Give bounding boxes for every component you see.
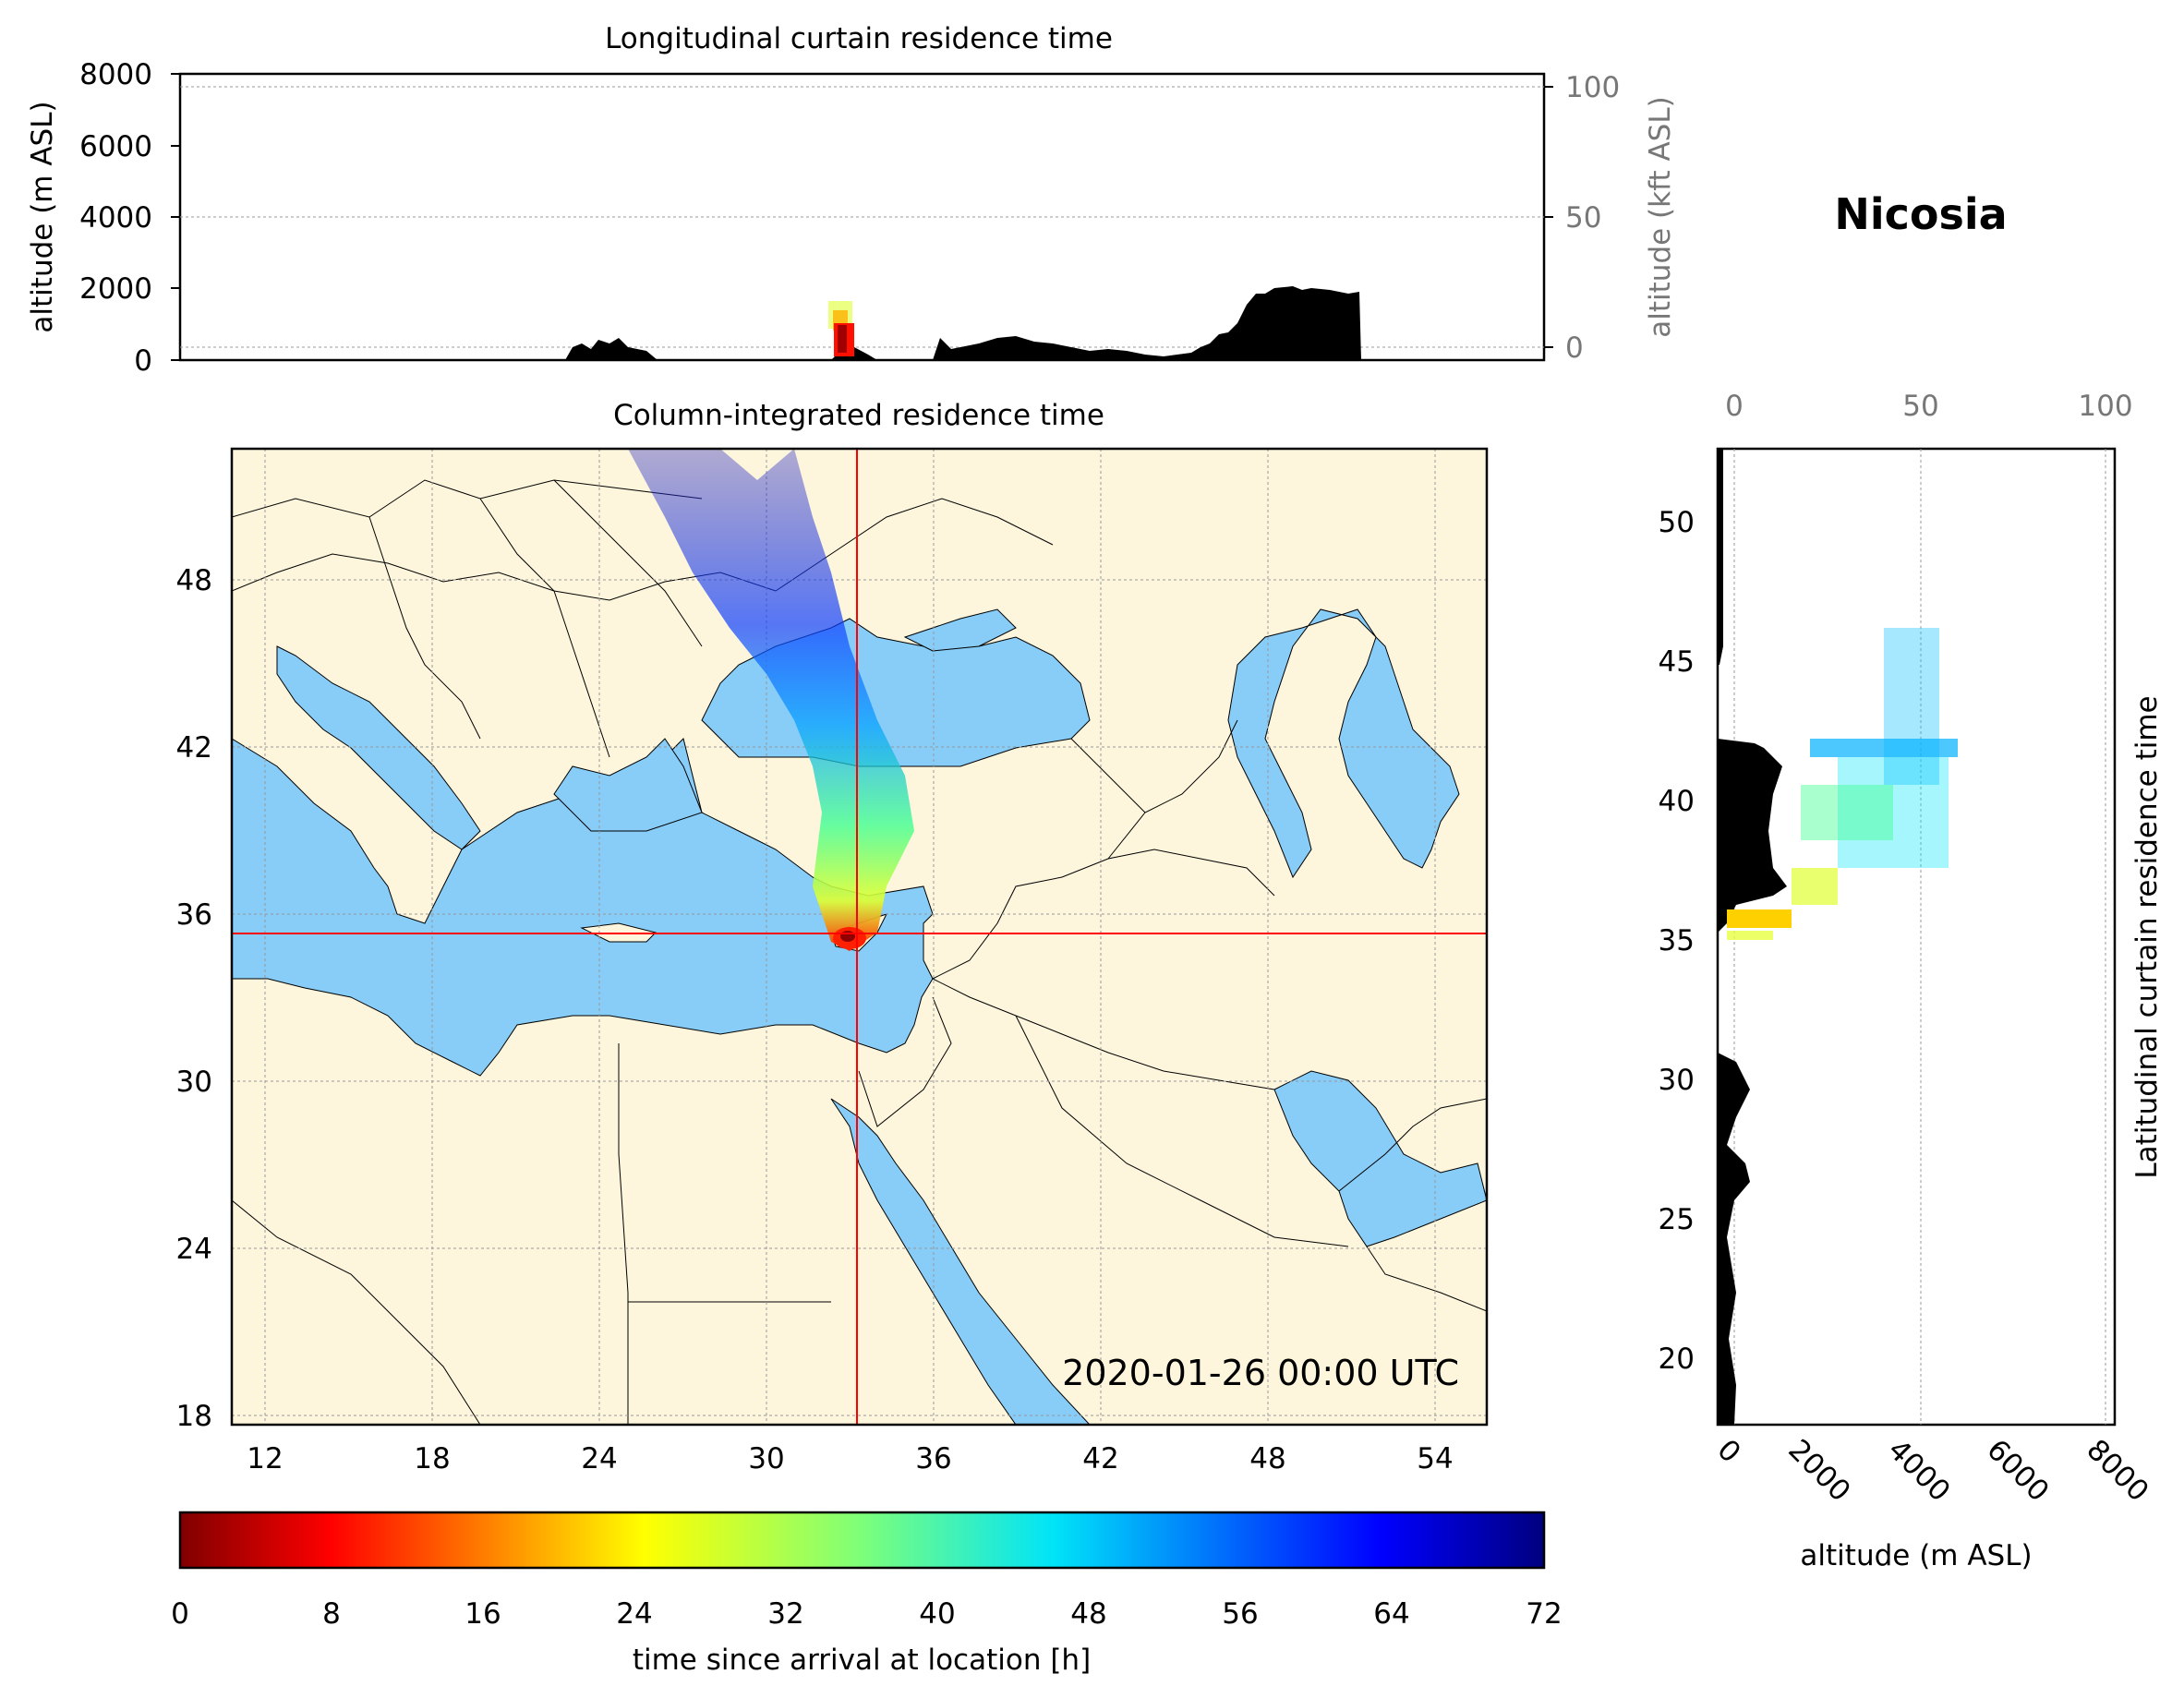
country-borders — [232, 479, 1487, 1425]
svg-text:42: 42 — [176, 731, 212, 765]
right-xticks: 0 2000 4000 6000 8000 — [1710, 1433, 2154, 1508]
svg-text:48: 48 — [1249, 1442, 1285, 1475]
top-right-tick-1: 50 — [1565, 201, 1601, 235]
svg-text:30: 30 — [176, 1066, 212, 1099]
svg-text:18: 18 — [176, 1400, 212, 1433]
svg-text:45: 45 — [1659, 645, 1695, 679]
svg-text:0: 0 — [171, 1597, 189, 1631]
terrain-profile-longitudinal — [565, 286, 1361, 360]
svg-text:24: 24 — [176, 1233, 212, 1266]
svg-text:40: 40 — [919, 1597, 955, 1631]
latitudinal-curtain-panel: 20 25 30 35 40 45 50 0 50 100 0 2000 400… — [1659, 390, 2164, 1572]
top-left-ticks — [171, 73, 180, 361]
map-timestamp: 2020-01-26 00:00 UTC — [1062, 1353, 1459, 1393]
svg-text:42: 42 — [1082, 1442, 1118, 1475]
svg-text:8000: 8000 — [2080, 1433, 2154, 1508]
svg-text:16: 16 — [465, 1597, 501, 1631]
svg-text:36: 36 — [915, 1442, 951, 1475]
svg-text:50: 50 — [1659, 506, 1695, 539]
top-ytick-3: 6000 — [79, 130, 152, 163]
svg-text:50: 50 — [1902, 390, 1938, 423]
svg-text:48: 48 — [1070, 1597, 1106, 1631]
top-ytick-1: 2000 — [79, 272, 152, 306]
longitudinal-curtain-panel: Longitudinal curtain residence time 0 20… — [26, 22, 1677, 378]
svg-text:12: 12 — [247, 1442, 283, 1475]
svg-text:4000: 4000 — [1881, 1433, 1956, 1508]
top-right-tick-2: 100 — [1565, 71, 1620, 104]
svg-text:54: 54 — [1417, 1442, 1453, 1475]
svg-text:0: 0 — [1725, 390, 1744, 423]
sea-caspian — [1227, 608, 1460, 879]
top-ytick-4: 8000 — [79, 58, 152, 91]
svg-text:6000: 6000 — [1980, 1433, 2055, 1508]
svg-text:2000: 2000 — [1781, 1433, 1856, 1508]
svg-text:24: 24 — [581, 1442, 617, 1475]
residence-time-plume — [628, 449, 914, 951]
svg-text:56: 56 — [1222, 1597, 1258, 1631]
top-ylabel: altitude (m ASL) — [26, 101, 59, 332]
top-ytick-0: 0 — [134, 344, 152, 378]
map-yticks: 18 24 30 36 42 48 — [176, 564, 212, 1433]
top-ytick-2: 4000 — [79, 201, 152, 235]
svg-text:36: 36 — [176, 898, 212, 932]
sea-red — [830, 1098, 1091, 1425]
colorbar: 0 8 16 24 32 40 48 56 64 72 time since a… — [171, 1511, 1563, 1677]
right-panel-title: Latitudinal curtain residence time — [2130, 695, 2164, 1178]
top-right-ticks — [1544, 86, 1553, 348]
sea-azov — [903, 608, 1017, 652]
plume-vertical-latitudinal — [1727, 628, 1958, 940]
svg-text:18: 18 — [414, 1442, 450, 1475]
svg-text:32: 32 — [767, 1597, 803, 1631]
svg-text:64: 64 — [1373, 1597, 1409, 1631]
right-xticks-top: 0 50 100 — [1725, 390, 2132, 423]
top-ylabel-right: altitude (kft ASL) — [1644, 96, 1677, 337]
svg-text:0: 0 — [1710, 1433, 1746, 1469]
location-title: Nicosia — [1834, 189, 2007, 239]
svg-text:25: 25 — [1659, 1203, 1695, 1236]
plume-vertical-longitudinal — [828, 301, 854, 356]
svg-text:30: 30 — [1659, 1064, 1695, 1097]
right-yticks: 20 25 30 35 40 45 50 — [1659, 506, 1695, 1376]
top-panel-title: Longitudinal curtain residence time — [605, 22, 1113, 55]
sea-persian-gulf — [1273, 1070, 1487, 1247]
svg-text:8: 8 — [322, 1597, 341, 1631]
svg-text:24: 24 — [616, 1597, 652, 1631]
colorbar-label: time since arrival at location [h] — [633, 1644, 1091, 1677]
right-xlabel: altitude (m ASL) — [1800, 1539, 2032, 1572]
svg-text:30: 30 — [748, 1442, 784, 1475]
map-frame — [230, 447, 1489, 1427]
top-right-tick-0: 0 — [1565, 331, 1584, 365]
map-title: Column-integrated residence time — [613, 399, 1104, 432]
location-crosshair — [232, 449, 1487, 1425]
colorbar-gradient — [178, 1511, 1546, 1570]
colorbar-ticks: 0 8 16 24 32 40 48 56 64 72 — [171, 1597, 1563, 1631]
right-panel-frame — [1716, 447, 2117, 1427]
map-xticks: 12 18 24 30 36 42 48 54 — [247, 1442, 1453, 1475]
svg-text:20: 20 — [1659, 1343, 1695, 1376]
svg-text:100: 100 — [2078, 390, 2132, 423]
svg-text:48: 48 — [176, 564, 212, 597]
sea-adriatic — [276, 645, 481, 850]
sea-mediterranean — [232, 738, 934, 1077]
plume-core-dark — [840, 931, 855, 942]
map-panel: Column-integrated residence time — [176, 399, 1489, 1475]
svg-text:35: 35 — [1659, 924, 1695, 957]
svg-text:40: 40 — [1659, 785, 1695, 818]
sea-aegean — [553, 738, 703, 832]
svg-text:72: 72 — [1526, 1597, 1562, 1631]
terrain-profile-latitudinal — [1718, 449, 1787, 1425]
